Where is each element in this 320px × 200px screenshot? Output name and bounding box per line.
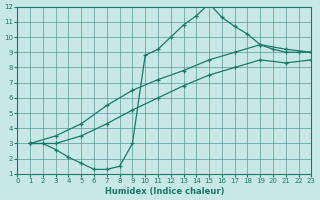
X-axis label: Humidex (Indice chaleur): Humidex (Indice chaleur) [105,187,224,196]
